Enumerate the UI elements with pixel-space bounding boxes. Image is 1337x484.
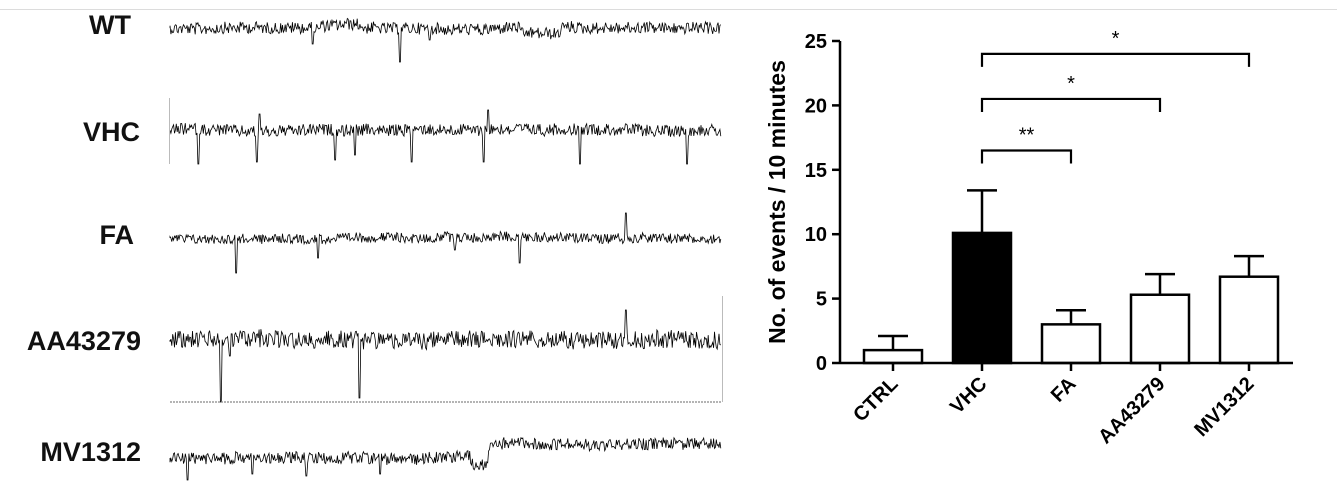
y-tick-label: 0 [816, 353, 827, 375]
trace-panel: WT VHC FA AA43279 MV1312 [27, 10, 723, 481]
significance-label: * [1067, 73, 1075, 95]
y-axis-title: No. of events / 10 minutes [764, 60, 790, 344]
trace-aa43279 [169, 309, 721, 403]
trace-label-aa43279: AA43279 [27, 326, 141, 356]
trace-label-fa: FA [99, 220, 134, 250]
trace-mv1312 [169, 436, 722, 481]
y-tick-label: 5 [816, 289, 827, 311]
y-axis: 0 5 10 15 20 25 [805, 31, 842, 375]
y-tick-label: 25 [805, 31, 827, 53]
bars [862, 189, 1280, 365]
x-axis: CTRL VHC FA AA43279 MV1312 [840, 361, 1293, 448]
trace-label-mv1312: MV1312 [40, 437, 141, 467]
bar-fa [1040, 323, 1102, 365]
bar-mv1312 [1218, 275, 1280, 365]
trace-label-vhc: VHC [83, 117, 140, 147]
significance-bracket [980, 149, 1073, 164]
trace-wt [169, 17, 722, 63]
significance-label: * [1112, 28, 1120, 50]
x-tick-label-vhc: VHC [946, 373, 991, 418]
top-divider [0, 9, 1337, 10]
significance-bracket [980, 52, 1251, 67]
bar-vhc [951, 231, 1013, 365]
trace-fa [169, 212, 722, 274]
bar-ctrl [862, 348, 924, 365]
trace-vhc [169, 109, 722, 165]
significance-label: ** [1019, 124, 1035, 146]
bar-aa43279 [1129, 293, 1191, 365]
y-tick-label: 20 [805, 95, 827, 117]
trace-label-wt: WT [89, 10, 131, 40]
x-tick-label-aa43279: AA43279 [1094, 373, 1169, 448]
x-tick-label-fa: FA [1047, 373, 1081, 407]
significance-brackets: **** [980, 28, 1251, 164]
x-tick-label-mv1312: MV1312 [1190, 373, 1258, 441]
y-tick-label: 10 [805, 224, 827, 246]
y-tick-label: 15 [805, 160, 827, 182]
x-tick-label-ctrl: CTRL [849, 373, 902, 426]
significance-bracket [980, 97, 1162, 112]
